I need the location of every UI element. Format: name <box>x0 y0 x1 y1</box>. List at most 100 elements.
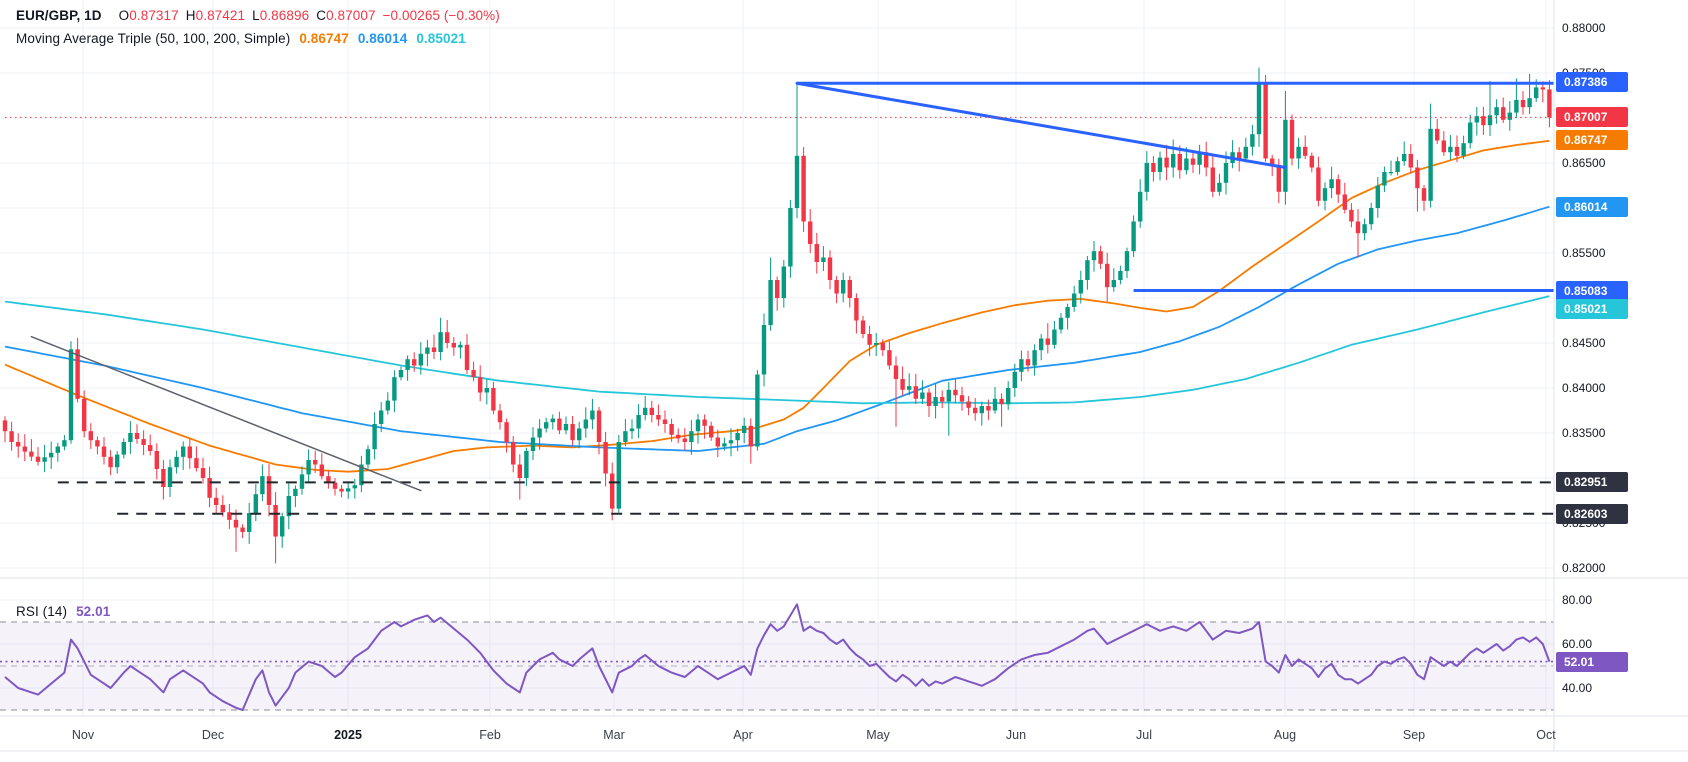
candle-body <box>438 332 443 352</box>
candle-body <box>1329 179 1334 189</box>
candle-body <box>326 476 331 483</box>
candle-body <box>775 280 780 298</box>
candle-body <box>1157 157 1163 172</box>
candle-body <box>702 419 707 426</box>
candle-body <box>359 464 364 486</box>
candle-body <box>761 325 767 375</box>
candle-body <box>154 451 159 469</box>
candle-body <box>299 474 305 489</box>
candle-body <box>392 377 397 401</box>
candle-body <box>953 389 958 396</box>
candle-body <box>1217 182 1222 192</box>
candle-body <box>610 473 615 509</box>
candle-body <box>768 280 773 325</box>
candle-body <box>821 257 826 262</box>
candle-body <box>649 407 654 415</box>
moving-average-lines <box>4 139 1550 473</box>
candle-body <box>174 456 179 468</box>
candle-body <box>372 424 377 450</box>
candle-body <box>1138 191 1143 222</box>
candle-body <box>834 280 839 294</box>
candle-body <box>801 155 806 222</box>
candle-body <box>332 482 338 489</box>
candle-body <box>748 425 753 447</box>
candle-body <box>379 410 384 424</box>
candle-body <box>1415 167 1420 189</box>
candle-body <box>959 395 965 402</box>
candle-body <box>194 458 199 469</box>
candle-body <box>478 377 483 393</box>
candle-body <box>913 386 918 399</box>
candle-body <box>1349 209 1354 222</box>
candle-body <box>669 424 674 435</box>
price-axis-label: 0.85500 <box>1562 246 1606 260</box>
candle-body <box>1012 371 1017 388</box>
candle-body <box>1296 146 1301 159</box>
candle-body <box>319 464 324 477</box>
candle-body <box>1428 128 1433 201</box>
candle-body <box>1171 154 1176 168</box>
candle-body <box>709 425 714 438</box>
candle-body <box>1263 83 1268 159</box>
candle-body <box>293 488 298 496</box>
candle-body <box>148 445 153 451</box>
candle-body <box>1131 221 1136 252</box>
ma-indicator-legend[interactable]: Moving Average Triple (50, 100, 200, Sim… <box>16 31 466 46</box>
candle-body <box>524 451 529 478</box>
candle-body <box>464 344 470 370</box>
candle-body <box>1289 119 1295 159</box>
candle-body <box>1243 146 1248 159</box>
ma50-value: 0.86747 <box>299 31 349 46</box>
candle-body <box>1520 100 1526 108</box>
rsi-line <box>4 603 1551 711</box>
candle-body <box>992 398 998 411</box>
candle-body <box>926 392 932 406</box>
candle-body <box>1019 359 1024 372</box>
drawn-trendlines[interactable] <box>5 81 1554 515</box>
price-axis-label: 60.00 <box>1562 637 1593 651</box>
ohlc-high: H0.87421 <box>185 8 246 23</box>
candle-body <box>1336 179 1341 195</box>
ohlc-close: C0.87007 <box>316 8 376 23</box>
candle-body <box>1481 116 1486 126</box>
candle-body <box>9 431 14 442</box>
candle-body <box>1184 158 1189 171</box>
symbol-legend[interactable]: EUR/GBP, 1D O0.87317 H0.87421 L0.86896 C0.87… <box>16 8 500 23</box>
candle-body <box>280 516 285 537</box>
candle-body <box>689 431 694 442</box>
candle-body <box>68 349 74 441</box>
candle-body <box>1045 338 1050 345</box>
candle-body <box>814 244 819 262</box>
candle-body <box>141 439 146 445</box>
grid-lines <box>0 0 1554 716</box>
trendline-descending[interactable] <box>795 81 1287 169</box>
candle-body <box>1072 293 1077 307</box>
candle-body <box>187 446 192 459</box>
candle-body <box>2 420 8 432</box>
candle-body <box>306 460 311 475</box>
candle-body <box>1025 359 1031 366</box>
candle-body <box>220 505 225 513</box>
candle-body <box>108 456 113 468</box>
candle-body <box>1124 251 1130 271</box>
candle-body <box>260 476 265 495</box>
candle-body <box>49 452 54 458</box>
candle-body <box>1375 185 1380 208</box>
candle-body <box>451 343 456 348</box>
candle-body <box>517 464 522 478</box>
candle-body <box>1210 167 1215 192</box>
candle-body <box>1032 350 1037 366</box>
candle-body <box>42 457 47 462</box>
candle-body <box>29 451 34 457</box>
symbol-title: EUR/GBP, 1D <box>16 8 102 23</box>
rsi-indicator-legend[interactable]: RSI (14) 52.01 <box>16 604 110 619</box>
candle-body <box>1105 263 1110 288</box>
candle-body <box>1402 154 1407 162</box>
candle-body <box>616 442 621 509</box>
trendline-gray[interactable] <box>30 335 422 492</box>
candle-body <box>266 476 272 505</box>
ma-200-line <box>4 295 1550 405</box>
price-badge: 0.85021 <box>1556 299 1628 319</box>
